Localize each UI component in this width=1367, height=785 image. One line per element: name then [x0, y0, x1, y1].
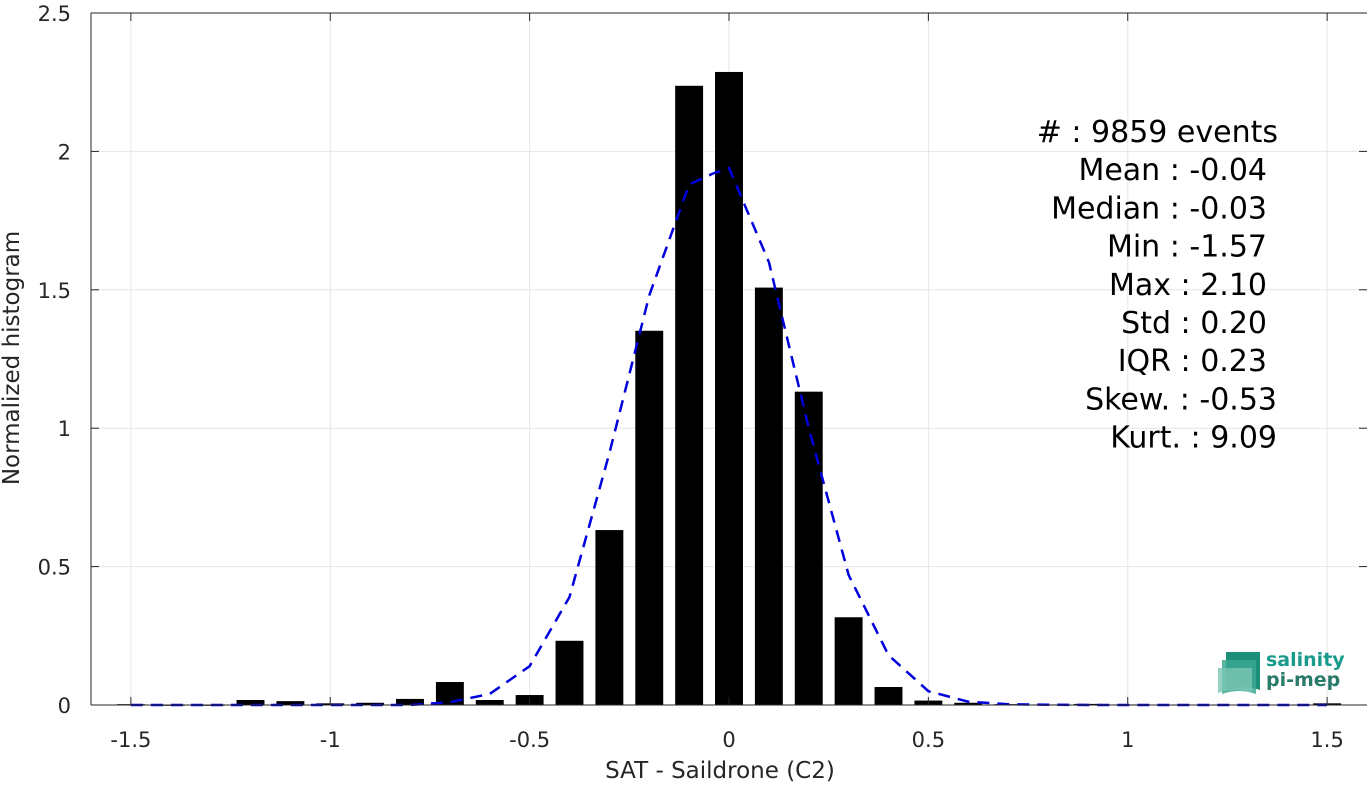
y-axis-label: Normalized histogram — [0, 231, 25, 485]
x-axis-ticks: -1.5 -1 -0.5 0 0.5 1 1.5 — [110, 13, 1344, 752]
stat-line: Min : -1.57 — [1107, 230, 1267, 265]
histogram-bar — [635, 330, 664, 705]
x-tick-label: 1 — [1121, 728, 1134, 752]
histogram-bar — [754, 287, 783, 705]
stat-line: Median : -0.03 — [1051, 191, 1267, 226]
histogram-bar — [874, 687, 903, 705]
histogram-bar — [954, 702, 983, 705]
x-tick-label: -0.5 — [509, 728, 550, 752]
y-tick-label: 0.5 — [38, 556, 71, 580]
x-tick-label: -1 — [320, 728, 341, 752]
stat-line: Std : 0.20 — [1121, 306, 1267, 341]
x-tick-label: 0.5 — [912, 728, 945, 752]
histogram-bar — [435, 682, 464, 705]
histogram-bar — [794, 391, 823, 705]
histogram-bars — [116, 71, 1342, 706]
y-tick-label: 2.5 — [38, 2, 71, 26]
y-tick-label: 0 — [58, 694, 71, 718]
histogram-bar — [396, 698, 424, 705]
y-axis-ticks: 0 0.5 1 1.5 2 2.5 — [38, 2, 1367, 718]
logo-line1: salinity — [1266, 649, 1345, 671]
logo-waves-icon — [1218, 652, 1260, 694]
histogram-bar — [675, 85, 704, 705]
x-tick-label: 1.5 — [1310, 728, 1343, 752]
y-tick-label: 2 — [58, 140, 71, 164]
x-axis-label: SAT - Saildrone (C2) — [605, 758, 835, 784]
stat-line: Max : 2.10 — [1109, 268, 1267, 303]
histogram-bar — [236, 700, 265, 705]
histogram-bar — [276, 701, 305, 705]
stat-line: IQR : 0.23 — [1118, 344, 1267, 379]
x-tick-label: -1.5 — [110, 728, 151, 752]
stat-line: # : 9859 events — [1037, 115, 1278, 150]
y-tick-label: 1.5 — [38, 279, 71, 303]
salinity-pi-mep-logo: salinity pi-mep — [1218, 649, 1345, 694]
histogram-bar — [834, 617, 863, 705]
stat-line: Kurt. : 9.09 — [1110, 421, 1277, 456]
logo-line2: pi-mep — [1266, 669, 1340, 691]
histogram-bar — [555, 640, 584, 705]
histogram-bar — [715, 71, 743, 706]
stat-line: Skew. : -0.53 — [1085, 382, 1277, 417]
histogram-bar — [475, 700, 504, 705]
y-tick-label: 1 — [58, 417, 71, 441]
histogram-bar — [595, 530, 624, 705]
histogram-bar — [356, 702, 385, 705]
stat-line: Mean : -0.04 — [1078, 153, 1267, 188]
x-tick-label: 0 — [722, 728, 735, 752]
